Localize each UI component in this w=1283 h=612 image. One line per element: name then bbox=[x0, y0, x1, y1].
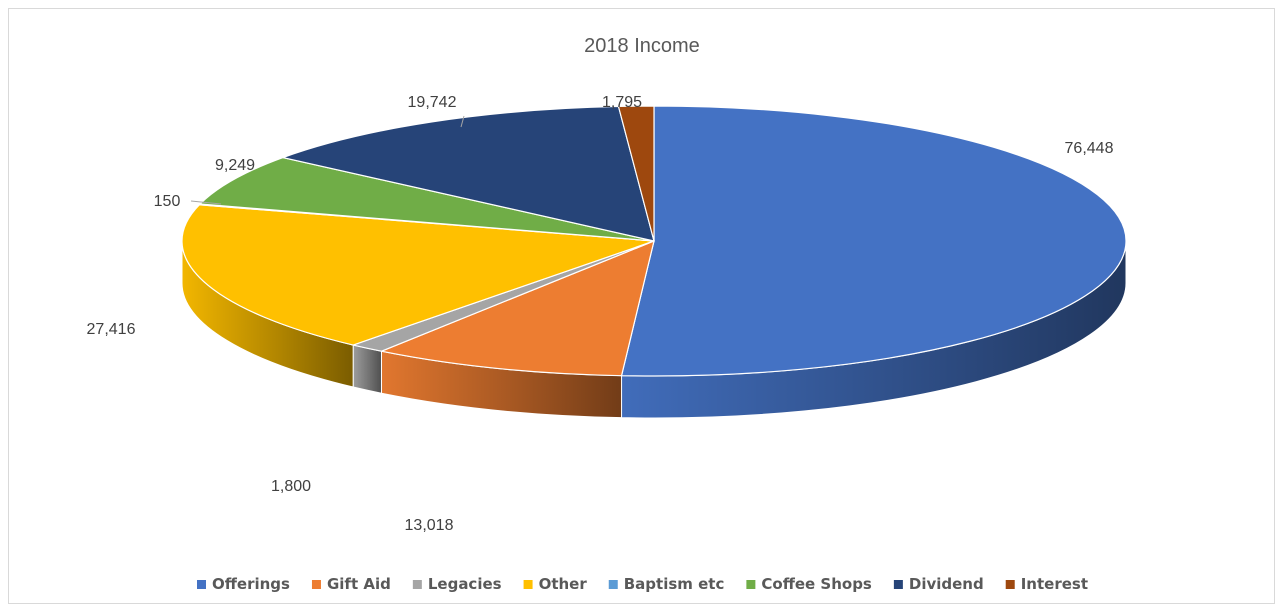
legend-marker-dividend bbox=[894, 580, 903, 589]
chart-area: 2018 Income 76,448 13,018 1,800 27,416 150 9,… bbox=[8, 8, 1275, 604]
legend-item-offerings: Offerings bbox=[197, 575, 290, 593]
legend-item-dividend: Dividend bbox=[894, 575, 984, 593]
legend-label-dividend: Dividend bbox=[909, 575, 984, 593]
data-label-legacies: 1,800 bbox=[271, 478, 311, 495]
legend-item-legacies: Legacies bbox=[413, 575, 502, 593]
data-label-dividend: 19,742 bbox=[408, 94, 457, 111]
data-label-gift-aid: 13,018 bbox=[405, 517, 454, 534]
legend-item-gift-aid: Gift Aid bbox=[312, 575, 391, 593]
slice-side-legacies-shade bbox=[353, 345, 381, 393]
legend-marker-baptism-etc bbox=[609, 580, 618, 589]
legend-marker-gift-aid bbox=[312, 580, 321, 589]
legend-marker-coffee-shops bbox=[746, 580, 755, 589]
data-label-offerings: 76,448 bbox=[1065, 140, 1114, 157]
data-label-baptism-etc: 150 bbox=[154, 193, 181, 210]
legend-label-other: Other bbox=[539, 575, 588, 593]
legend-item-interest: Interest bbox=[1006, 575, 1088, 593]
legend-label-offerings: Offerings bbox=[212, 575, 290, 593]
pie-tops bbox=[182, 106, 1126, 376]
data-label-other: 27,416 bbox=[87, 321, 136, 338]
legend-label-legacies: Legacies bbox=[428, 575, 502, 593]
legend-label-gift-aid: Gift Aid bbox=[327, 575, 391, 593]
legend-item-other: Other bbox=[524, 575, 588, 593]
legend-label-interest: Interest bbox=[1021, 575, 1088, 593]
legend-item-baptism-etc: Baptism etc bbox=[609, 575, 725, 593]
legend-marker-offerings bbox=[197, 580, 206, 589]
data-label-coffee-shops: 9,249 bbox=[215, 157, 255, 174]
chart-title: 2018 Income bbox=[584, 35, 700, 57]
pie-chart: 2018 Income 76,448 13,018 1,800 27,416 150 9,… bbox=[9, 9, 1276, 605]
legend-marker-legacies bbox=[413, 580, 422, 589]
legend-item-coffee-shops: Coffee Shops bbox=[746, 575, 872, 593]
legend: Offerings Gift Aid Legacies Other Baptism et… bbox=[197, 575, 1088, 593]
data-label-interest: 1,795 bbox=[602, 94, 642, 111]
legend-label-coffee-shops: Coffee Shops bbox=[761, 575, 872, 593]
legend-label-baptism-etc: Baptism etc bbox=[624, 575, 725, 593]
legend-marker-interest bbox=[1006, 580, 1015, 589]
legend-marker-other bbox=[524, 580, 533, 589]
